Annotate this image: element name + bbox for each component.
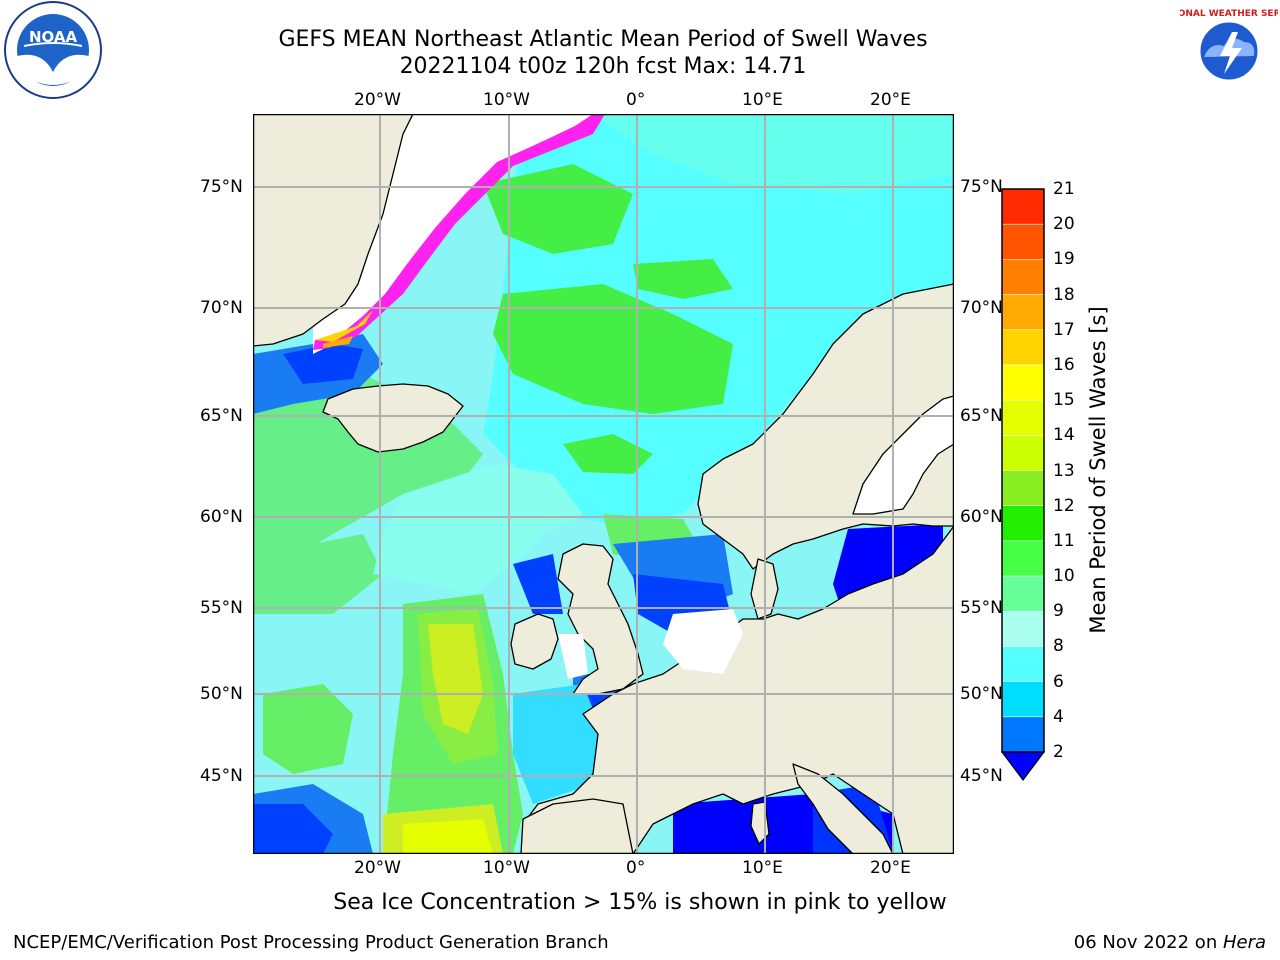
colorbar-segment: [1002, 505, 1044, 542]
colorbar-tick-label: 16: [1053, 354, 1075, 375]
ireland: [510, 613, 559, 670]
colorbar-segment: [1002, 364, 1044, 401]
left-lat-label: 70°N: [200, 298, 243, 318]
colorbar-tick-label: 11: [1053, 530, 1075, 551]
top-lon-label: 10°E: [742, 90, 783, 110]
top-lon-label: 10°W: [483, 90, 530, 110]
colorbar-segment: [1002, 646, 1044, 683]
right-lat-label: 75°N: [960, 177, 1003, 197]
top-lon-label: 0°: [626, 90, 646, 110]
colorbar-tick-label: 20: [1053, 214, 1075, 235]
colorbar-tick-label: 18: [1053, 284, 1075, 305]
nws-logo: NATIONAL WEATHER SERVICE: [1154, 2, 1280, 100]
colorbar: [1000, 188, 1046, 781]
noaa-logo: NOAA: [2, 0, 104, 102]
svg-text:NOAA: NOAA: [29, 28, 78, 46]
right-lat-label: 60°N: [960, 507, 1003, 527]
right-lat-label: 65°N: [960, 406, 1003, 426]
colorbar-segment: [1002, 716, 1044, 753]
colorbar-tick-label: 21: [1053, 179, 1075, 199]
colorbar-segment: [1002, 435, 1044, 471]
bottom-lon-label: 0°: [626, 858, 646, 878]
colorbar-segment: [1002, 681, 1044, 718]
colorbar-segment: [1002, 470, 1044, 507]
colorbar-tick-label: 8: [1053, 636, 1064, 657]
colorbar-tick-label: 14: [1053, 425, 1075, 446]
colorbar-segment: [1002, 576, 1044, 612]
chart-subtitle: 20221104 t00z 120h fcst Max: 14.71: [399, 54, 807, 79]
swell-field: [253, 114, 954, 854]
colorbar-segment: [1002, 540, 1044, 577]
svg-text:NATIONAL WEATHER SERVICE: NATIONAL WEATHER SERVICE: [1180, 9, 1278, 19]
bottom-lon-label: 20°W: [354, 858, 401, 878]
gulf-of-bothnia: [852, 395, 954, 515]
footer-credit: NCEP/EMC/Verification Post Processing Pr…: [13, 932, 609, 953]
colorbar-tick-label: 4: [1053, 706, 1064, 727]
greenland: [253, 114, 414, 347]
right-lat-label: 45°N: [960, 766, 1003, 786]
map-plot: [253, 114, 954, 854]
colorbar-tick-label: 2: [1053, 742, 1064, 762]
colorbar-ticks: 21 20 19 18 17 16 15 14 13 12 11 10 9 8 6 4 2: [1046, 179, 1086, 780]
colorbar-segment: [1002, 189, 1044, 225]
colorbar-extend-arrow: [1000, 751, 1046, 781]
colorbar-segment: [1002, 400, 1044, 436]
right-lat-label: 55°N: [960, 598, 1003, 618]
colorbar-segment: [1002, 224, 1044, 260]
bottom-lon-label: 10°W: [483, 858, 530, 878]
top-lon-label: 20°E: [870, 90, 911, 110]
colorbar-segment: [1002, 294, 1044, 331]
iceland: [322, 383, 464, 453]
graticule: [253, 114, 954, 854]
left-lat-label: 60°N: [200, 507, 243, 527]
colorbar-tick-label: 17: [1053, 319, 1075, 340]
bottom-lon-label: 10°E: [742, 858, 783, 878]
colorbar-tick-label: 13: [1053, 460, 1075, 481]
iberia: [520, 798, 634, 854]
colorbar-tick-label: 19: [1053, 249, 1075, 270]
colorbar-tick-label: 9: [1053, 601, 1064, 622]
colorbar-tick-label: 10: [1053, 566, 1075, 587]
colorbar-segment: [1002, 611, 1044, 647]
right-lat-label: 70°N: [960, 298, 1003, 318]
italy: [792, 763, 894, 854]
great-britain: [557, 543, 644, 695]
nodata: [558, 609, 743, 679]
colorbar-tick-label: 15: [1053, 390, 1075, 411]
chart-title: GEFS MEAN Northeast Atlantic Mean Period…: [278, 27, 928, 52]
right-lat-label: 50°N: [960, 684, 1003, 704]
left-lat-label: 45°N: [200, 766, 243, 786]
left-lat-label: 55°N: [200, 598, 243, 618]
sea-ice-note: Sea Ice Concentration > 15% is shown in …: [333, 890, 947, 915]
top-lon-label: 20°W: [354, 90, 401, 110]
colorbar-tick-label: 6: [1053, 671, 1064, 692]
left-lat-label: 65°N: [200, 406, 243, 426]
footer-date-text: 06 Nov 2022 on: [1073, 932, 1223, 953]
colorbar-segment: [1002, 329, 1044, 366]
colorbar-segment: [1002, 259, 1044, 296]
bottom-lon-label: 20°E: [870, 858, 911, 878]
left-lat-label: 50°N: [200, 684, 243, 704]
colorbar-label: Mean Period of Swell Waves [s]: [1086, 306, 1110, 634]
colorbar-tick-label: 12: [1053, 495, 1075, 516]
footer-host: Hera: [1222, 932, 1266, 953]
left-lat-label: 75°N: [200, 177, 243, 197]
footer-date: 06 Nov 2022 on Hera: [1074, 932, 1266, 953]
